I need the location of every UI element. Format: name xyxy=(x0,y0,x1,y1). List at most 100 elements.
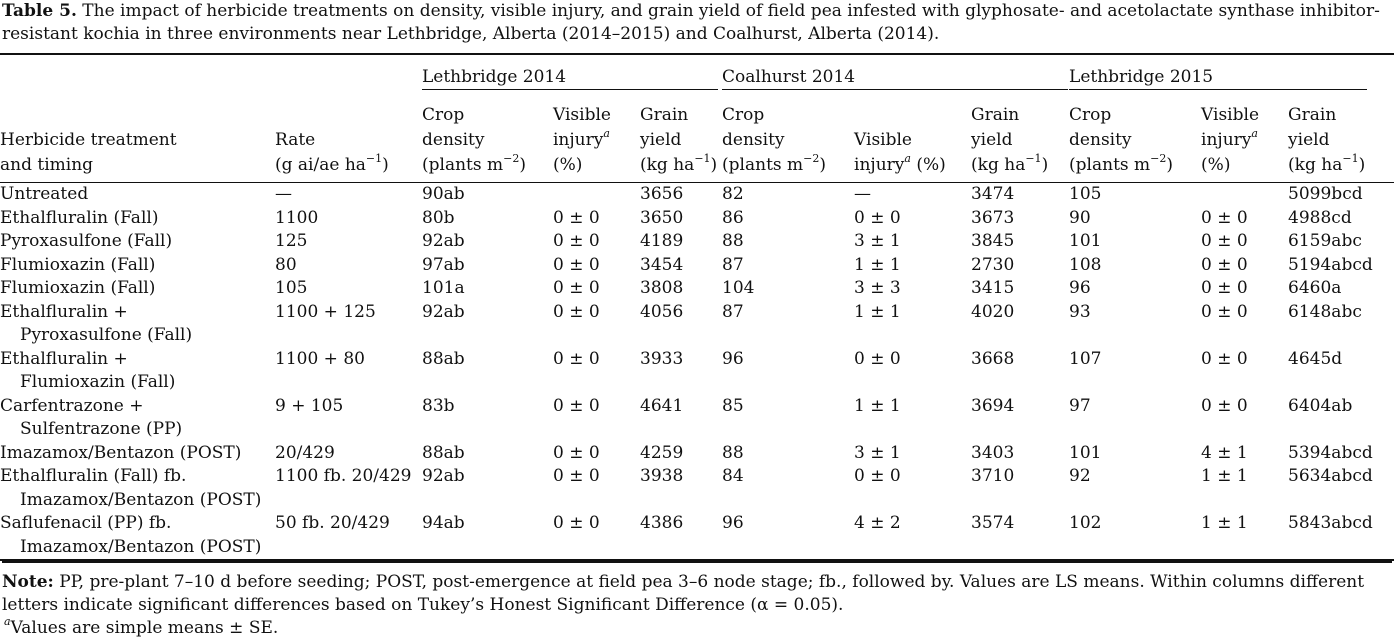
header-injury: Visible injurya (%) xyxy=(1201,105,1260,175)
injury-cell: 0 ± 0 xyxy=(553,301,600,322)
yield-cell: 5634abcd xyxy=(1288,466,1373,486)
yield-cell: 5843abcd xyxy=(1288,513,1373,533)
yield-cell: 6460a xyxy=(1288,278,1342,298)
yield-cell: 6159abc xyxy=(1288,231,1362,251)
injury-cell: — xyxy=(854,184,872,204)
header-treatment: Herbicide treatment and timing xyxy=(0,130,177,175)
injury-cell: 0 ± 0 xyxy=(553,442,600,463)
density-cell: 90ab xyxy=(422,184,465,204)
density-cell: 80b xyxy=(422,207,455,228)
header-density: Crop density (plants m−2) xyxy=(1069,105,1174,175)
density-cell: 92ab xyxy=(422,231,465,251)
treatment-line-2: Pyroxasulfone (Fall) xyxy=(20,325,193,345)
table-row: Ethalfluralin (Fall) 1100 80b 0 ± 0 3650 86 0 … xyxy=(0,207,1394,231)
injury-cell: 0 ± 0 xyxy=(854,207,901,228)
injury-cell: 1 ± 1 xyxy=(1201,513,1248,533)
treatment-line-1: Ethalfluralin + xyxy=(0,301,128,322)
treatment-line-1: Ethalfluralin + xyxy=(0,348,128,369)
injury-cell: 3 ± 1 xyxy=(854,442,901,463)
injury-cell: 3 ± 1 xyxy=(854,231,901,251)
density-cell: 87 xyxy=(722,254,744,275)
density-cell: 104 xyxy=(722,278,755,298)
table-row: Carfentrazone + Sulfentrazone (PP) 9 + 105… xyxy=(0,395,1394,442)
density-cell: 85 xyxy=(722,395,744,416)
treatment-line-1: Flumioxazin (Fall) xyxy=(0,254,156,275)
injury-cell: 0 ± 0 xyxy=(553,513,600,533)
table-row: Pyroxasulfone (Fall) 125 92ab 0 ± 0 4189 88 3 … xyxy=(0,230,1394,254)
injury-cell: 0 ± 0 xyxy=(553,207,600,228)
density-cell: 88 xyxy=(722,442,744,463)
yield-cell: 5194abcd xyxy=(1288,254,1373,275)
density-cell: 101 xyxy=(1069,442,1102,463)
rate-cell: 20/429 xyxy=(275,442,335,463)
yield-cell: 6404ab xyxy=(1288,395,1353,416)
yield-cell: 4056 xyxy=(640,301,684,322)
density-cell: 88ab xyxy=(422,348,465,369)
table-notes: Note: PP, pre-plant 7–10 d before seedin… xyxy=(2,561,1392,640)
treatment-cell: Flumioxazin (Fall) xyxy=(0,277,275,301)
injury-cell: 0 ± 0 xyxy=(553,231,600,251)
treatment-cell: Untreated xyxy=(0,183,275,207)
density-cell: 84 xyxy=(722,466,744,486)
treatment-line-1: Imazamox/Bentazon (POST) xyxy=(0,442,242,463)
yield-cell: 3403 xyxy=(971,442,1015,463)
yield-cell: 3710 xyxy=(971,466,1015,486)
header-yield: Grain yield (kg ha−1) xyxy=(1288,105,1366,175)
header-injury: Visible injurya (%) xyxy=(854,130,946,175)
treatment-line-1: Ethalfluralin (Fall) fb. xyxy=(0,466,187,486)
injury-cell xyxy=(553,183,640,207)
rate-cell: 50 fb. 20/429 xyxy=(275,513,390,533)
yield-cell: 3650 xyxy=(640,207,684,228)
rate-cell: 105 xyxy=(275,278,308,298)
caption-text: The impact of herbicide treatments on de… xyxy=(2,1,1380,44)
group-header-row: Lethbridge 2014 Coalhurst 2014 Lethbridg… xyxy=(0,54,1394,97)
yield-cell: 3938 xyxy=(640,466,684,486)
caption-label: Table 5. xyxy=(2,1,77,21)
group-coalhurst-2014: Coalhurst 2014 xyxy=(722,66,1069,90)
yield-cell: 3845 xyxy=(971,231,1015,251)
rate-cell: 80 xyxy=(275,254,297,275)
density-cell: 96 xyxy=(1069,278,1091,298)
rate-cell: 9 + 105 xyxy=(275,395,344,416)
density-cell: 96 xyxy=(722,348,744,369)
injury-cell: 4 ± 2 xyxy=(854,513,901,533)
group-lethbridge-2014: Lethbridge 2014 xyxy=(422,66,718,90)
yield-cell: 5099bcd xyxy=(1288,184,1363,204)
density-cell: 101a xyxy=(422,278,465,298)
rate-cell: 1100 + 80 xyxy=(275,348,365,369)
density-cell: 92 xyxy=(1069,466,1091,486)
yield-cell: 4988cd xyxy=(1288,207,1352,228)
note-text: PP, pre-plant 7–10 d before seeding; POS… xyxy=(2,572,1365,615)
density-cell: 92ab xyxy=(422,466,465,486)
yield-cell: 4259 xyxy=(640,442,684,463)
header-density: Crop density (plants m−2) xyxy=(422,105,526,175)
treatment-cell: Ethalfluralin + Flumioxazin (Fall) xyxy=(0,348,275,395)
yield-cell: 3694 xyxy=(971,395,1015,416)
table-row: Saflufenacil (PP) fb. Imazamox/Bentazon (… xyxy=(0,512,1394,560)
yield-cell: 3808 xyxy=(640,278,684,298)
injury-cell: 0 ± 0 xyxy=(1201,231,1248,251)
yield-cell: 3474 xyxy=(971,184,1015,204)
injury-cell: 0 ± 0 xyxy=(553,466,600,486)
treatment-line-2: Imazamox/Bentazon (POST) xyxy=(20,536,262,557)
injury-cell: 1 ± 1 xyxy=(854,254,901,275)
yield-cell: 4645d xyxy=(1288,348,1343,369)
treatment-line-1: Flumioxazin (Fall) xyxy=(0,278,156,298)
table-row: Flumioxazin (Fall) 105 101a 0 ± 0 3808 104 3 ±… xyxy=(0,277,1394,301)
rate-cell: 1100 fb. 20/429 xyxy=(275,466,412,486)
injury-cell: 0 ± 0 xyxy=(1201,278,1248,298)
injury-cell: 0 ± 0 xyxy=(1201,301,1248,322)
treatment-cell: Flumioxazin (Fall) xyxy=(0,254,275,278)
note-label: Note: xyxy=(2,572,54,592)
yield-cell: 5394abcd xyxy=(1288,442,1373,463)
table-row: Ethalfluralin + Pyroxasulfone (Fall) 1100 … xyxy=(0,301,1394,348)
injury-cell: 3 ± 3 xyxy=(854,278,901,298)
yield-cell: 4020 xyxy=(971,301,1015,322)
treatment-cell: Pyroxasulfone (Fall) xyxy=(0,230,275,254)
density-cell: 86 xyxy=(722,207,744,228)
rate-cell: 125 xyxy=(275,231,308,251)
density-cell: 101 xyxy=(1069,231,1102,251)
group-lethbridge-2015: Lethbridge 2015 xyxy=(1069,66,1368,90)
rate-cell: — xyxy=(275,184,292,204)
